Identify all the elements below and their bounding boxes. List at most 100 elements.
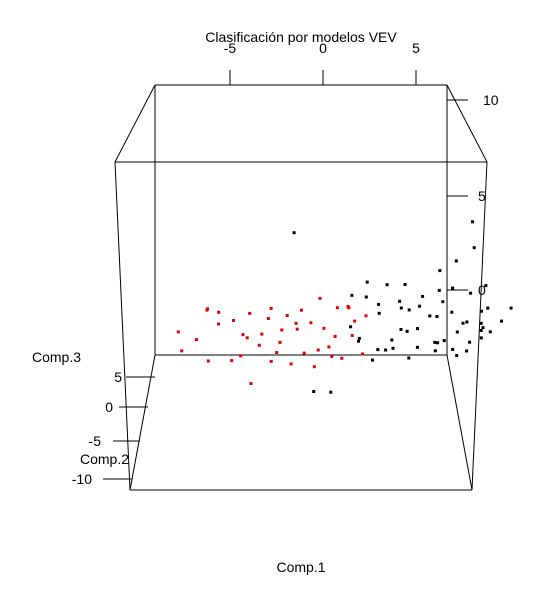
y-tick-label: 0 (105, 399, 113, 415)
data-point (245, 336, 249, 340)
data-point (266, 317, 270, 320)
data-point (399, 328, 403, 331)
data-point (285, 314, 289, 317)
data-point (361, 352, 364, 356)
data-point (441, 300, 445, 304)
data-point (371, 358, 374, 362)
data-point (407, 356, 411, 360)
y-axis-left: 5 0 -5 -10 (72, 369, 155, 487)
data-point (176, 330, 180, 334)
data-point (480, 309, 483, 313)
data-point (278, 340, 282, 344)
data-point (322, 326, 326, 330)
data-point (353, 319, 357, 323)
data-point (194, 338, 198, 342)
data-point (377, 302, 381, 306)
data-point (269, 306, 273, 310)
data-point (472, 246, 476, 250)
data-point (481, 326, 485, 330)
data-point (312, 390, 316, 393)
data-point (309, 321, 313, 325)
data-point (340, 356, 344, 360)
data-point (399, 306, 403, 310)
data-point (364, 314, 368, 318)
data-point (241, 333, 245, 337)
data-point (455, 354, 459, 357)
data-point (217, 310, 221, 314)
data-point (451, 286, 455, 290)
data-point (415, 345, 419, 349)
data-point (206, 359, 210, 363)
data-point (384, 348, 388, 352)
data-point (217, 322, 221, 326)
data-point (350, 334, 354, 337)
data-point (299, 308, 303, 312)
data-point (327, 345, 331, 349)
data-point (433, 349, 437, 353)
data-point (230, 359, 234, 363)
data-point (357, 339, 360, 343)
x-tick-label: 5 (412, 40, 420, 56)
x-tick-label: 0 (319, 40, 327, 56)
data-point (468, 340, 472, 344)
data-point (437, 288, 441, 292)
data-point (275, 351, 279, 354)
data-point (479, 329, 483, 332)
chart-title: Clasificación por modelos VEV (205, 29, 397, 45)
data-point (232, 319, 235, 322)
data-point (302, 351, 306, 355)
data-point (461, 321, 465, 325)
data-point (269, 359, 273, 363)
data-point (471, 220, 474, 224)
data-point (465, 349, 469, 353)
data-point (318, 296, 322, 300)
z-axis-right: 10 5 0 (447, 92, 499, 298)
data-point (295, 327, 299, 331)
data-point (455, 330, 459, 334)
data-point (479, 321, 483, 325)
data-point (357, 336, 361, 340)
data-point (333, 334, 337, 338)
data-point (451, 347, 455, 351)
data-point (385, 283, 389, 287)
x-axis-label: Comp.1 (276, 559, 325, 575)
data-point (365, 280, 369, 284)
data-point (239, 354, 243, 358)
z-axis-label: Comp.3 (32, 349, 81, 365)
points-layer (176, 220, 513, 394)
data-point (442, 339, 446, 343)
y-axis-label: Comp.2 (80, 451, 129, 467)
data-point (465, 320, 469, 324)
data-point (289, 362, 293, 366)
data-point (249, 382, 253, 385)
data-point (280, 328, 284, 332)
data-point (391, 346, 395, 350)
data-point (257, 343, 261, 347)
data-point (312, 365, 316, 369)
data-point (428, 314, 432, 318)
data-point (435, 315, 439, 318)
data-point (500, 319, 503, 323)
data-point (421, 294, 425, 298)
data-point (403, 283, 407, 286)
data-point (248, 311, 252, 315)
data-point (347, 306, 351, 310)
data-point (349, 325, 353, 329)
data-point (436, 341, 440, 345)
data-point (316, 348, 320, 352)
data-point (416, 327, 419, 331)
z-tick-label: 5 (478, 188, 486, 204)
data-point (292, 231, 296, 235)
data-point (454, 259, 458, 263)
y-tick-label: 5 (114, 369, 122, 385)
data-point (335, 306, 339, 310)
x-tick-label: -5 (224, 40, 237, 56)
data-point (294, 321, 298, 325)
z-tick-label: 10 (483, 92, 499, 108)
data-point (364, 295, 368, 299)
data-point (509, 306, 513, 310)
data-point (407, 308, 411, 312)
data-point (180, 349, 184, 353)
data-point (330, 355, 334, 358)
data-point (329, 390, 333, 394)
